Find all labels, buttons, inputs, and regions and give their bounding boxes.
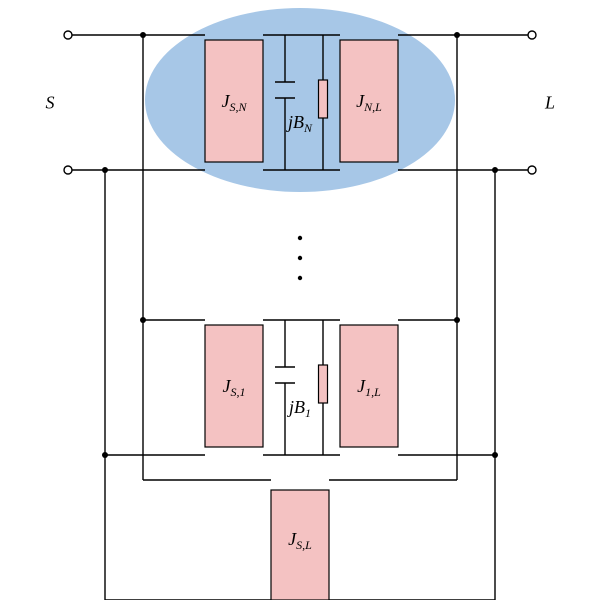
- svg-text:S: S: [46, 93, 55, 113]
- svg-text:jB1: jB1: [287, 397, 311, 420]
- svg-text:L: L: [544, 93, 555, 113]
